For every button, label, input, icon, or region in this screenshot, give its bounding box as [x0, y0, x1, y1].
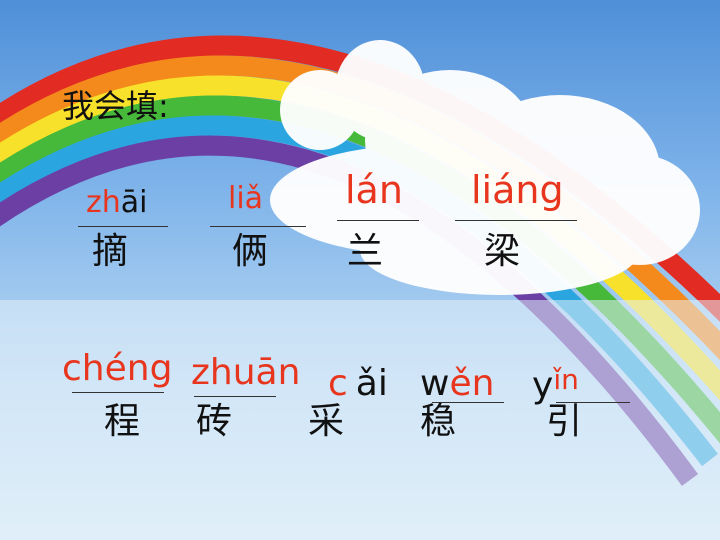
pinyin-given: āi: [120, 185, 148, 220]
writing-line: [194, 396, 276, 397]
page-title: 我会填:: [62, 87, 169, 125]
pinyin-liang: liáng: [471, 168, 564, 212]
writing-line: [78, 226, 168, 227]
pinyin-cheng: chéng: [62, 348, 173, 389]
pinyin-answer: ǐn: [553, 363, 579, 396]
hanzi-zhai: 摘: [92, 231, 129, 272]
hanzi-liang: 梁: [484, 231, 521, 272]
writing-line: [455, 220, 577, 221]
writing-line: [432, 402, 504, 403]
haze: [0, 300, 720, 540]
hanzi-cheng: 程: [104, 401, 141, 442]
pinyin-answer: c: [328, 363, 348, 404]
pinyin-zhuan: zhuān: [191, 352, 301, 393]
writing-line: [337, 220, 419, 221]
writing-line: [72, 392, 164, 393]
hanzi-zhuan: 砖: [196, 401, 233, 442]
hanzi-lia: 俩: [232, 231, 269, 272]
writing-line: [210, 226, 306, 227]
hanzi-lan: 兰: [347, 231, 384, 272]
pinyin-answer: ěn: [449, 363, 495, 404]
pinyin-cai: c ǎi: [328, 366, 388, 402]
hanzi-wen: 稳: [420, 401, 457, 442]
writing-line: [556, 402, 630, 403]
pinyin-given: w: [420, 363, 450, 404]
pinyin-answer: zh: [86, 185, 121, 220]
pinyin-lan: lán: [345, 168, 403, 212]
pinyin-given: ǎi: [355, 363, 388, 404]
hanzi-cai: 采: [308, 401, 345, 442]
pinyin-yin: yǐn: [532, 366, 579, 404]
pinyin-zhai: zhāi: [86, 188, 147, 218]
pinyin-given: y: [532, 365, 554, 406]
cloud: [270, 40, 700, 295]
pinyin-wen: wěn: [420, 366, 494, 402]
pinyin-lia: liǎ: [228, 181, 264, 216]
hanzi-yin: 引: [546, 401, 583, 442]
